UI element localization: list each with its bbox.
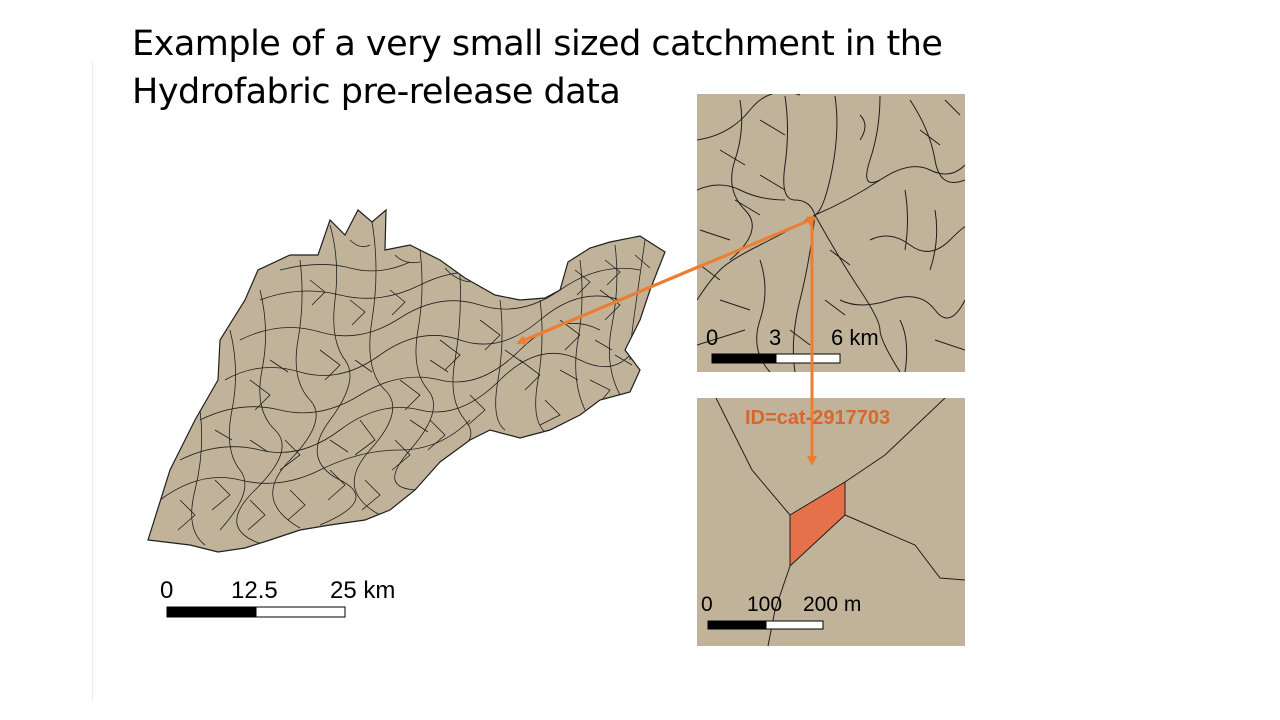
main-basin-map (147, 208, 666, 553)
main-scale-label-mid: 12.5 (231, 577, 278, 604)
slide-title: Example of a very small sized catchment … (132, 20, 972, 116)
title-line-2: Hydrofabric pre-release data (132, 72, 621, 112)
main-scale-label-end: 25 km (330, 577, 395, 604)
inset-small-scale-label-end: 200 m (803, 593, 861, 616)
inset-medium-scale-label-end: 6 km (831, 325, 879, 350)
subcatchment-boundaries (159, 221, 651, 546)
inset-medium-scale-bar: 0 3 6 km (706, 325, 879, 364)
inset-map-medium (697, 94, 965, 372)
inset-map-small (697, 398, 965, 646)
title-line-1: Example of a very small sized catchment … (132, 24, 943, 64)
highlighted-catchment (789, 481, 846, 568)
inset-small-scale-bar: 0 100 200 m (701, 593, 861, 630)
inset-small-scale-label-mid: 100 (747, 593, 782, 616)
slide-left-edge (92, 62, 93, 702)
basin-outline (147, 208, 666, 553)
catchment-id-label: ID=cat-2917703 (745, 407, 890, 429)
arrow-basin-back (516, 264, 701, 345)
inset-small-scale-label-0: 0 (701, 593, 713, 616)
inset-medium-scale-label-0: 0 (706, 325, 718, 350)
callout-arrows (516, 216, 817, 466)
main-scale-bar: 0 12.5 25 km (160, 577, 395, 618)
inset-medium-scale-label-mid: 3 (769, 325, 781, 350)
main-scale-label-0: 0 (160, 577, 173, 604)
